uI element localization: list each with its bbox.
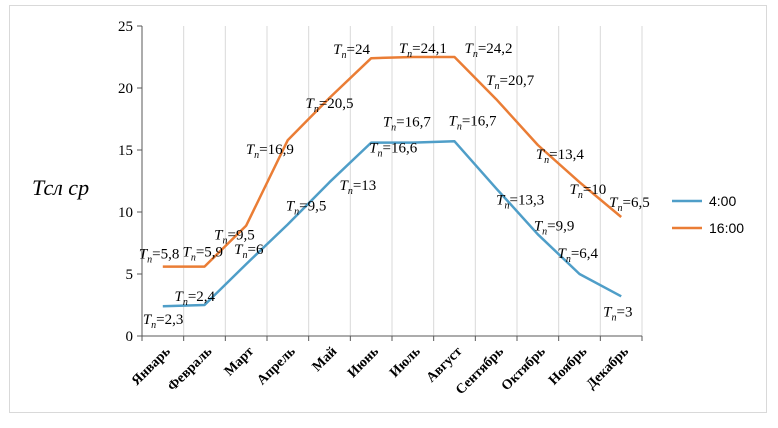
x-tick-label: Июнь [345,344,382,381]
data-label: Tn=2,3 [143,312,184,331]
chart-frame: Тсл ср 0 5 10 15 20 25 Январь Февраль Март Апрел… [9,5,767,413]
data-label: Tn=3 [603,304,632,323]
series-lines [162,55,623,308]
data-label: Tn=16,7 [449,113,498,132]
series-line-400 [162,140,622,308]
x-tick-label: Декабрь [584,344,633,393]
y-tick-label: 5 [126,267,134,283]
y-tick-label: 15 [118,143,133,159]
y-tick-label: 0 [126,329,134,345]
data-label: Tn=24,1 [399,41,447,60]
y-tick-label: 20 [118,81,133,97]
data-label: Tn=10 [570,182,607,201]
x-tick-label: Апрель [255,344,300,389]
data-label: Tn=9,5 [286,198,327,217]
y-tick-label: 10 [118,205,133,221]
grid-lines [141,26,643,336]
data-label: Tn=24,2 [465,41,513,60]
y-axis-title: Тсл ср [32,175,89,200]
data-label: Tn=6,5 [609,195,650,214]
data-labels: Tn=2,3Tn=2,4Tn=6Tn=9,5Tn=13Tn=16,6Tn=16,… [139,41,650,331]
x-tick-label: Август [424,344,466,386]
data-label: Tn=2,4 [175,289,216,308]
axes [137,25,643,341]
data-label: Tn=6,4 [558,246,599,265]
x-tick-label: Октябрь [499,344,549,394]
legend: 4:00 16:00 [672,193,744,236]
data-label: Tn=24 [333,42,370,61]
data-label: Tn=20,5 [306,96,354,115]
x-tick-label: Май [310,344,341,375]
data-label: Tn=16,9 [246,142,294,161]
data-label: Tn=20,7 [486,73,535,92]
data-label: Tn=5,9 [183,245,224,264]
data-label: Tn=6 [234,242,264,261]
legend-label: 4:00 [709,193,736,209]
data-label: Tn=5,8 [139,247,180,266]
y-tick-label: 25 [118,19,133,35]
series-line-1600 [162,55,623,268]
x-tick-label: Июль [387,344,424,381]
data-label: Tn=16,7 [383,115,432,134]
data-label: Tn=13,3 [496,192,544,211]
x-tick-label: Февраль [165,344,216,395]
data-label: Tn=9,9 [534,218,575,237]
data-label: Tn=13 [340,178,377,197]
x-tick-label: Март [222,344,257,379]
data-label: Tn=13,4 [536,147,585,166]
data-label: Tn=16,6 [369,141,418,160]
legend-label: 16:00 [709,220,744,236]
y-tick-labels: 0 5 10 15 20 25 [118,19,133,345]
data-label: Tn=9,5 [214,228,255,247]
